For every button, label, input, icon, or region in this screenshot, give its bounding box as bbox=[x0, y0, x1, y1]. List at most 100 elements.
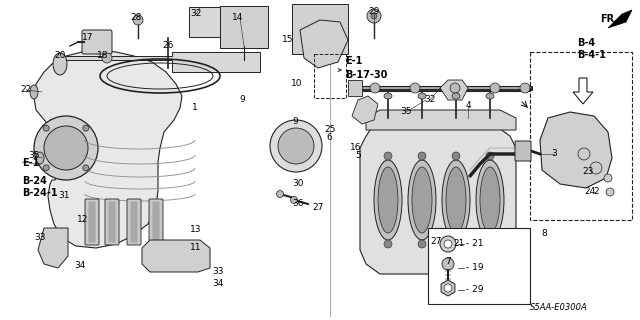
Text: 35: 35 bbox=[28, 151, 40, 161]
FancyBboxPatch shape bbox=[131, 202, 138, 243]
Text: 33: 33 bbox=[35, 234, 45, 243]
Text: 20: 20 bbox=[54, 52, 66, 60]
Text: 5: 5 bbox=[355, 150, 361, 159]
Ellipse shape bbox=[378, 167, 398, 233]
Ellipse shape bbox=[30, 85, 38, 99]
Text: - 19: - 19 bbox=[466, 263, 484, 273]
Ellipse shape bbox=[446, 167, 466, 233]
Circle shape bbox=[410, 83, 420, 93]
Text: 9: 9 bbox=[239, 95, 245, 105]
Ellipse shape bbox=[442, 160, 470, 240]
Circle shape bbox=[83, 165, 89, 171]
Text: 6: 6 bbox=[326, 133, 332, 142]
FancyBboxPatch shape bbox=[85, 199, 99, 245]
Circle shape bbox=[590, 162, 602, 174]
Circle shape bbox=[370, 83, 380, 93]
Polygon shape bbox=[540, 112, 612, 188]
Ellipse shape bbox=[486, 93, 494, 99]
Polygon shape bbox=[38, 228, 68, 268]
Text: E-1: E-1 bbox=[22, 158, 40, 168]
Ellipse shape bbox=[374, 160, 402, 240]
FancyBboxPatch shape bbox=[88, 202, 95, 243]
Circle shape bbox=[384, 152, 392, 160]
Circle shape bbox=[452, 240, 460, 248]
Text: 7: 7 bbox=[445, 258, 451, 267]
Circle shape bbox=[384, 240, 392, 248]
Circle shape bbox=[486, 152, 494, 160]
Text: B-4: B-4 bbox=[577, 38, 595, 48]
Text: 11: 11 bbox=[190, 244, 202, 252]
Circle shape bbox=[452, 152, 460, 160]
Text: 16: 16 bbox=[350, 143, 362, 153]
Circle shape bbox=[83, 125, 89, 131]
Ellipse shape bbox=[408, 160, 436, 240]
Circle shape bbox=[291, 196, 298, 204]
Text: E-1: E-1 bbox=[345, 56, 362, 66]
Circle shape bbox=[367, 9, 381, 23]
Ellipse shape bbox=[412, 167, 432, 233]
Circle shape bbox=[44, 125, 49, 131]
Ellipse shape bbox=[53, 53, 67, 75]
FancyBboxPatch shape bbox=[515, 141, 531, 161]
Circle shape bbox=[578, 148, 590, 160]
Text: 30: 30 bbox=[292, 180, 304, 188]
FancyBboxPatch shape bbox=[220, 6, 268, 48]
Circle shape bbox=[276, 190, 284, 197]
Text: 31: 31 bbox=[58, 191, 70, 201]
Text: 22: 22 bbox=[20, 85, 31, 94]
Text: 36: 36 bbox=[292, 199, 304, 209]
Bar bbox=[530, 52, 632, 220]
Circle shape bbox=[442, 258, 454, 270]
Circle shape bbox=[444, 284, 452, 292]
Text: 34: 34 bbox=[74, 261, 86, 270]
Polygon shape bbox=[360, 118, 516, 274]
Text: 24: 24 bbox=[584, 188, 596, 196]
Polygon shape bbox=[440, 80, 468, 100]
FancyBboxPatch shape bbox=[105, 199, 119, 245]
Circle shape bbox=[606, 188, 614, 196]
Text: 14: 14 bbox=[232, 13, 244, 22]
Text: 13: 13 bbox=[190, 226, 202, 235]
Text: B-4-1: B-4-1 bbox=[577, 50, 606, 60]
Text: 27: 27 bbox=[430, 237, 442, 246]
Text: 27: 27 bbox=[312, 204, 324, 212]
Polygon shape bbox=[34, 50, 182, 248]
Circle shape bbox=[278, 128, 314, 164]
Text: 9: 9 bbox=[292, 117, 298, 126]
Text: 10: 10 bbox=[291, 79, 303, 89]
Text: 23: 23 bbox=[582, 167, 594, 177]
Circle shape bbox=[486, 240, 494, 248]
Text: 17: 17 bbox=[83, 34, 93, 43]
Polygon shape bbox=[573, 78, 593, 104]
Text: 25: 25 bbox=[324, 125, 336, 134]
Bar bbox=[314, 54, 346, 98]
Text: 32: 32 bbox=[424, 95, 436, 105]
Polygon shape bbox=[352, 96, 378, 124]
Text: 1: 1 bbox=[192, 103, 198, 113]
Polygon shape bbox=[348, 80, 362, 96]
Circle shape bbox=[444, 240, 452, 248]
Text: B-24-1: B-24-1 bbox=[22, 188, 58, 198]
Ellipse shape bbox=[480, 167, 500, 233]
Ellipse shape bbox=[384, 93, 392, 99]
Polygon shape bbox=[58, 52, 260, 72]
Text: B-17-30: B-17-30 bbox=[345, 70, 387, 80]
Circle shape bbox=[102, 53, 112, 63]
Text: 35: 35 bbox=[400, 108, 412, 116]
FancyBboxPatch shape bbox=[82, 30, 112, 54]
Text: 3: 3 bbox=[551, 149, 557, 158]
Text: 21: 21 bbox=[453, 239, 465, 249]
FancyBboxPatch shape bbox=[189, 7, 221, 37]
Circle shape bbox=[520, 83, 530, 93]
Text: S5AA-E0300A: S5AA-E0300A bbox=[530, 303, 588, 312]
FancyBboxPatch shape bbox=[127, 199, 141, 245]
Polygon shape bbox=[300, 20, 348, 68]
Circle shape bbox=[44, 126, 88, 170]
Circle shape bbox=[440, 236, 456, 252]
Circle shape bbox=[270, 120, 322, 172]
Ellipse shape bbox=[36, 152, 44, 164]
Text: - 21: - 21 bbox=[466, 239, 483, 249]
Circle shape bbox=[450, 83, 460, 93]
Ellipse shape bbox=[418, 93, 426, 99]
Polygon shape bbox=[366, 110, 516, 130]
